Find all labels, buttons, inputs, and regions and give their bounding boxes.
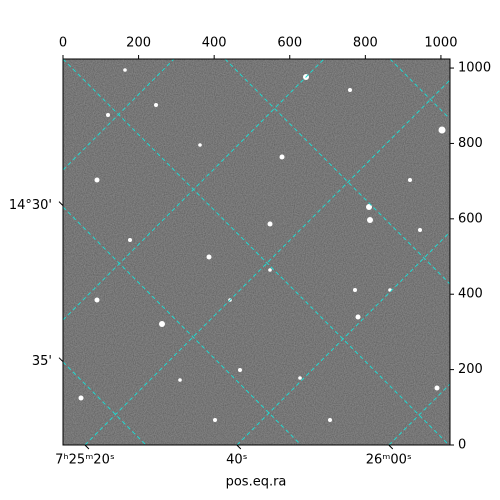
ra-tick-label: 40ˢ — [226, 453, 248, 468]
ra-tick — [84, 444, 90, 450]
y-tick-label: 600 — [458, 211, 483, 226]
x-tick-label: 200 — [126, 36, 151, 51]
sky-image — [63, 59, 450, 445]
y-tick-label: 0 — [458, 438, 466, 453]
y-tick-label: 1000 — [458, 61, 491, 76]
ra-tick-label: 7ʰ25ᵐ20ˢ — [55, 453, 115, 468]
ra-tick-label: 26ᵐ00ˢ — [366, 453, 412, 468]
y-tick-label: 400 — [458, 287, 483, 302]
x-tick-label: 400 — [202, 36, 227, 51]
y-tick-label: 800 — [458, 136, 483, 151]
dec-tick-label: 14°30' — [9, 198, 52, 213]
x-tick-label: 1000 — [424, 36, 457, 51]
x-tick-label: 0 — [59, 36, 67, 51]
dec-tick-label: 35' — [32, 354, 52, 369]
ra-tick — [388, 444, 394, 450]
x-axis-label: pos.eq.ra — [226, 475, 287, 490]
ra-tick — [236, 444, 242, 450]
dec-tick — [58, 357, 64, 363]
y-tick-label: 200 — [458, 362, 483, 377]
dec-tick — [58, 201, 64, 206]
plot-frame — [62, 58, 451, 446]
x-tick-label: 800 — [353, 36, 378, 51]
x-tick-label: 600 — [277, 36, 302, 51]
